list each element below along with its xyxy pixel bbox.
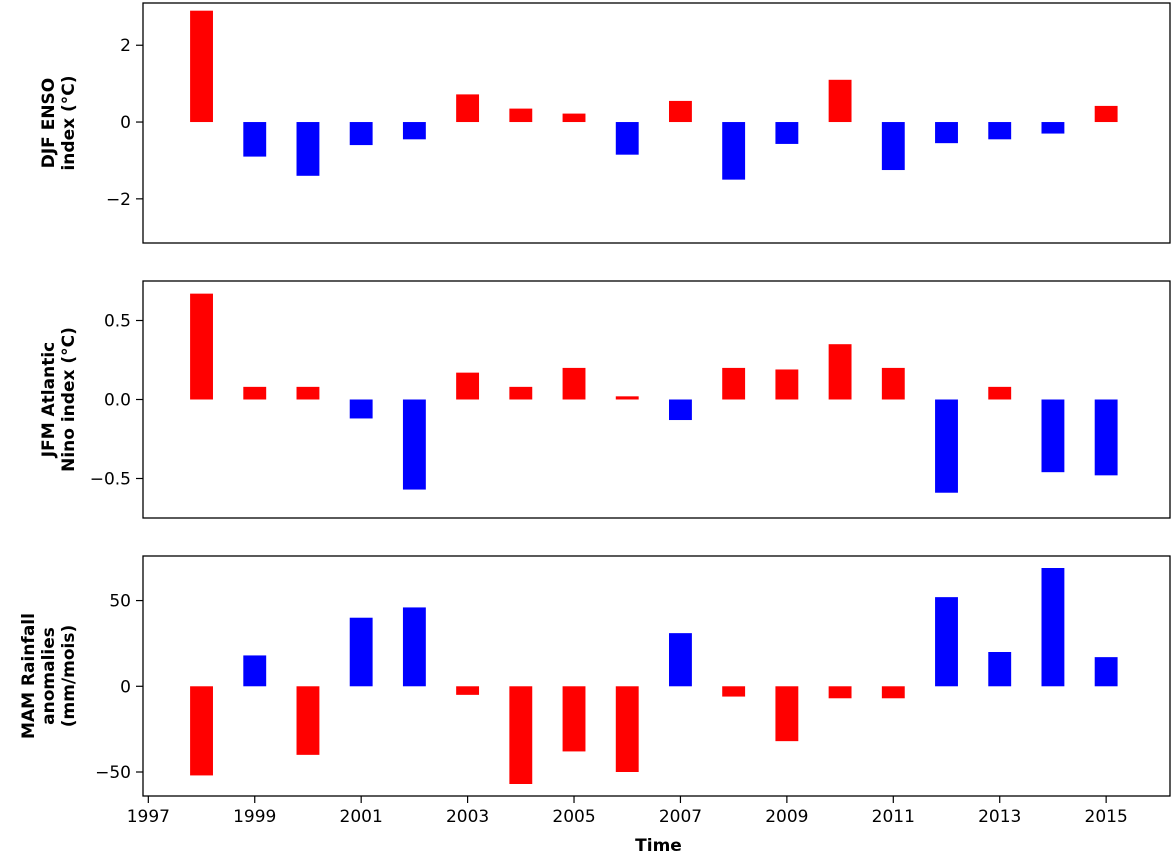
- y-tick-label: 0.0: [104, 391, 131, 411]
- bar-2008: [722, 122, 746, 180]
- bar-1999: [243, 655, 267, 687]
- y-tick-label: −2: [106, 190, 131, 210]
- bar-2001: [349, 122, 373, 146]
- bar-2007: [669, 633, 692, 687]
- bar-2002: [402, 122, 426, 140]
- bar-2004: [509, 386, 533, 400]
- bar-1998: [190, 10, 213, 123]
- y-axis-label: anomalies: [39, 627, 59, 725]
- y-tick-label: 0: [120, 677, 131, 697]
- bar-2003: [456, 686, 480, 695]
- bar-2000: [296, 386, 320, 400]
- bar-2001: [349, 399, 373, 419]
- axes-frame: [142, 2, 1171, 244]
- bar-2014: [1041, 568, 1065, 687]
- panel-2: −0.5 0.0 0.5 JFM Atlantic Nino index (°C): [39, 280, 1171, 519]
- bar-2014: [1041, 399, 1065, 473]
- y-axis-label: Nino index (°C): [59, 327, 79, 472]
- x-tick-label: 2001: [340, 807, 383, 827]
- axes-frame: [142, 555, 1171, 797]
- bar-2013: [988, 122, 1012, 140]
- x-tick-label: 2013: [978, 807, 1021, 827]
- bar-2005: [562, 686, 586, 752]
- bar-2015: [1094, 105, 1118, 123]
- bar-2008: [722, 686, 746, 697]
- bar-2011: [881, 367, 905, 400]
- bar-1999: [243, 122, 267, 157]
- bar-2006: [615, 396, 639, 400]
- bar-2013: [988, 386, 1012, 400]
- bar-2012: [935, 597, 958, 687]
- bar-2013: [988, 652, 1012, 687]
- y-tick-label: −50: [95, 763, 131, 783]
- bar-2015: [1094, 399, 1118, 476]
- panel-3: −50 0 50 MAM Rainfall anomalies (mm/mois) 1997…: [19, 555, 1171, 856]
- bar-2005: [562, 367, 586, 400]
- x-tick-label: 1999: [233, 807, 276, 827]
- bar-2007: [669, 399, 692, 421]
- bar-2007: [669, 100, 692, 123]
- bar-1999: [243, 386, 267, 400]
- x-tick-label: 2015: [1085, 807, 1128, 827]
- y-axis-label: JFM Atlantic: [39, 342, 59, 459]
- bar-2009: [775, 686, 799, 742]
- y-tick-label: 2: [120, 36, 131, 56]
- bar-2015: [1094, 657, 1118, 687]
- bar-2012: [935, 399, 958, 493]
- bar-1998: [190, 686, 213, 776]
- y-axis-label: DJF ENSO: [39, 78, 59, 169]
- bar-1998: [190, 293, 213, 400]
- bar-2002: [402, 399, 426, 490]
- x-axis-label: Time: [635, 836, 682, 856]
- y-axis-label: index (°C): [59, 75, 79, 170]
- bar-2014: [1041, 122, 1065, 134]
- x-tick-label: 2003: [446, 807, 489, 827]
- bar-2012: [935, 122, 958, 144]
- x-tick-label: 2011: [872, 807, 915, 827]
- y-tick-label: 0: [120, 113, 131, 133]
- bar-2009: [775, 369, 799, 400]
- bar-2008: [722, 367, 746, 400]
- y-axis-label: MAM Rainfall: [19, 613, 39, 739]
- bar-2006: [615, 122, 639, 155]
- bar-2010: [828, 686, 852, 699]
- bar-2003: [456, 372, 480, 400]
- x-tick-label: 1997: [127, 807, 170, 827]
- bar-2004: [509, 108, 533, 123]
- bar-2009: [775, 122, 799, 144]
- bar-2003: [456, 94, 480, 123]
- bar-2000: [296, 686, 320, 755]
- bar-2000: [296, 122, 320, 176]
- y-tick-label: 50: [109, 592, 131, 612]
- x-tick-label: 2007: [659, 807, 702, 827]
- bar-2004: [509, 686, 533, 784]
- bar-2006: [615, 686, 639, 772]
- bar-2001: [349, 617, 373, 687]
- bar-2010: [828, 79, 852, 123]
- bar-2011: [881, 122, 905, 171]
- bar-2005: [562, 113, 586, 123]
- bar-2010: [828, 344, 852, 400]
- panel-1: −2 0 2 DJF ENSO index (°C): [39, 2, 1171, 244]
- y-tick-label: 0.5: [104, 312, 131, 332]
- y-tick-label: −0.5: [90, 470, 131, 490]
- x-tick-label: 2009: [765, 807, 808, 827]
- bar-2011: [881, 686, 905, 699]
- y-axis-label: (mm/mois): [59, 625, 79, 728]
- bar-2002: [402, 607, 426, 687]
- x-tick-label: 2005: [552, 807, 595, 827]
